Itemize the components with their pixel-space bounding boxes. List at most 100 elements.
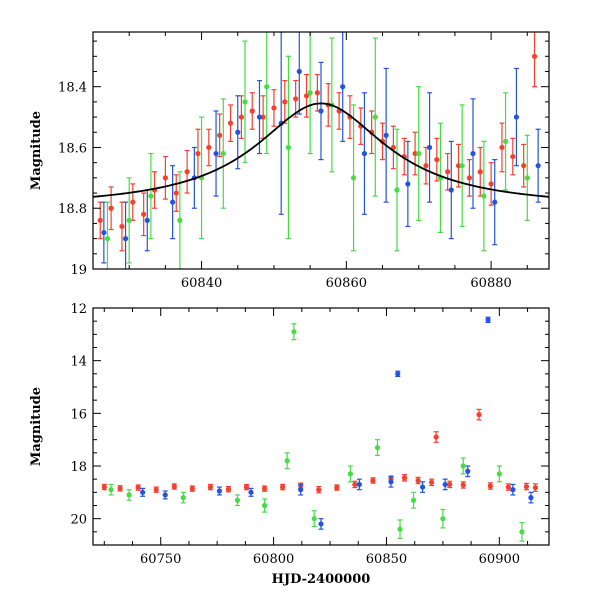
data-point (492, 199, 498, 205)
data-point (256, 114, 263, 120)
data-point (429, 479, 435, 485)
data-point (535, 163, 541, 169)
data-point (220, 150, 226, 157)
data-point (447, 481, 453, 488)
data-point (311, 516, 317, 522)
data-point (119, 223, 125, 230)
data-point (180, 495, 186, 501)
data-point (162, 175, 168, 181)
data-point (505, 484, 511, 490)
data-point (242, 99, 248, 105)
data-point (243, 484, 250, 490)
data-point (206, 144, 212, 151)
data-point (440, 516, 446, 522)
data-point (531, 53, 538, 59)
data-point (285, 144, 292, 151)
data-point (225, 486, 232, 492)
data-point (170, 199, 176, 205)
data-point (173, 190, 179, 196)
data-point (108, 205, 114, 211)
data-point (153, 487, 159, 493)
data-point (217, 132, 223, 138)
data-point (496, 471, 502, 477)
data-point (510, 487, 516, 493)
data-point (532, 484, 539, 491)
data-point (126, 217, 132, 223)
data-point (126, 492, 132, 498)
y-tick-label: 19 (70, 263, 87, 278)
data-point (227, 120, 234, 126)
data-point (395, 371, 401, 377)
data-point (171, 483, 177, 490)
data-point (352, 481, 358, 488)
data-point (502, 138, 509, 144)
data-point (476, 412, 482, 418)
data-point (347, 471, 353, 477)
y-tick-label: 18.6 (58, 141, 87, 156)
data-point (459, 163, 465, 169)
data-point (419, 484, 426, 490)
data-point (361, 150, 368, 157)
data-point (122, 236, 129, 242)
data-point (298, 487, 304, 493)
plot-area (93, 32, 549, 269)
data-point (238, 114, 244, 120)
data-point (261, 502, 268, 509)
x-tick-label: 60750 (140, 552, 181, 567)
data-point (390, 144, 396, 151)
data-point (249, 108, 255, 114)
data-point (356, 481, 362, 488)
data-point (394, 187, 400, 193)
data-point (423, 163, 429, 169)
data-point (477, 169, 483, 175)
data-point (465, 468, 471, 474)
data-point (135, 484, 141, 491)
data-point (117, 485, 123, 491)
data-point (234, 497, 241, 503)
data-point (410, 497, 417, 503)
data-point (260, 114, 266, 120)
data-point (523, 483, 530, 490)
y-tick-label: 18.4 (58, 81, 87, 96)
data-point (282, 99, 288, 105)
data-point (148, 193, 154, 199)
y-tick-label: 18 (70, 460, 87, 475)
full-lightcurve-panel: 60750 60800 60850 60900 12 14 16 18 20 Magnitude H… (29, 302, 550, 587)
data-point (521, 163, 527, 169)
data-point (101, 229, 107, 236)
data-point (448, 187, 454, 193)
data-point (401, 475, 408, 481)
data-point (184, 169, 190, 175)
data-point (470, 150, 476, 157)
y-tick-label: 18.8 (58, 202, 87, 217)
data-point (130, 199, 136, 205)
data-point (314, 90, 320, 96)
data-point (481, 193, 487, 199)
data-point (207, 484, 213, 490)
data-point (189, 486, 195, 492)
data-point (108, 487, 114, 493)
plot-area (101, 316, 539, 542)
y-tick-label: 14 (70, 355, 87, 370)
data-point (101, 484, 107, 490)
data-point (524, 175, 530, 181)
data-point (303, 93, 310, 99)
data-point (284, 458, 290, 464)
data-point (248, 489, 254, 495)
data-point (177, 217, 183, 223)
data-point (372, 114, 378, 120)
data-point (460, 482, 466, 488)
data-point (388, 479, 394, 485)
data-point (307, 90, 313, 96)
data-point (513, 114, 520, 120)
x-axis-label: HJD-2400000 (272, 572, 371, 587)
data-point (460, 463, 466, 469)
data-point (296, 68, 302, 75)
y-tick-label: 16 (70, 407, 87, 422)
data-point (291, 329, 297, 335)
data-point (445, 169, 451, 175)
plot-frame (92, 31, 550, 270)
data-point (426, 144, 433, 151)
